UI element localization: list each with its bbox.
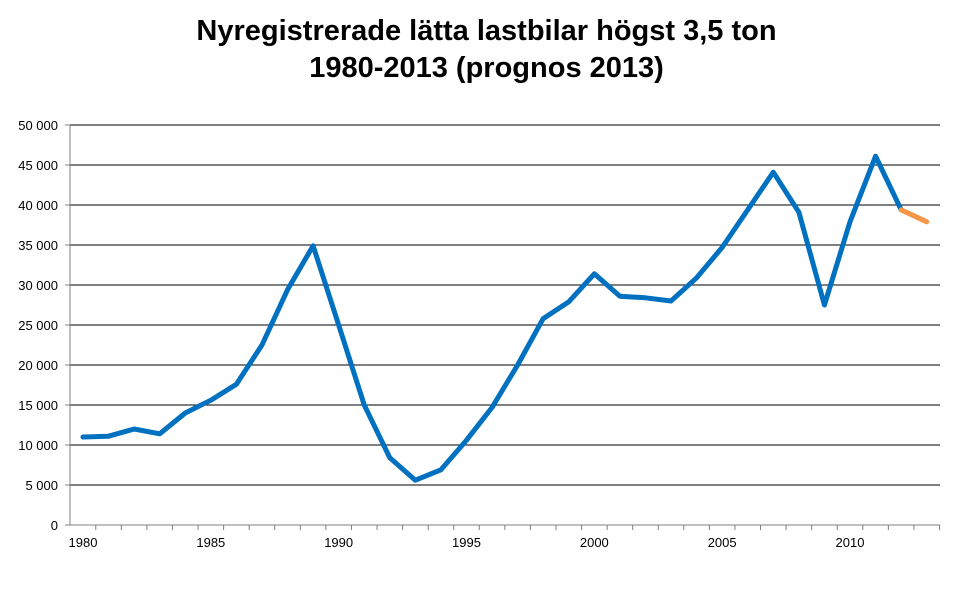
y-tick-label: 0 [51,518,58,533]
y-tick-label: 15 000 [18,398,58,413]
y-tick-label: 30 000 [18,278,58,293]
y-tick-label: 10 000 [18,438,58,453]
y-tick-label: 20 000 [18,358,58,373]
y-tick-label: 45 000 [18,158,58,173]
x-tick-label: 2010 [836,535,865,550]
y-tick-label: 25 000 [18,318,58,333]
y-tick-label: 40 000 [18,198,58,213]
y-tick-label: 50 000 [18,118,58,133]
chart-title: Nyregistrerade lätta lastbilar högst 3,5… [196,15,777,47]
y-tick-label: 5 000 [25,478,58,493]
x-tick-label: 1980 [69,535,98,550]
x-tick-label: 1985 [196,535,225,550]
chart-subtitle: 1980-2013 (prognos 2013) [309,52,664,84]
x-tick-label: 2000 [580,535,609,550]
x-tick-label: 2005 [708,535,737,550]
series-line-prognos [898,207,930,225]
x-tick-label: 1995 [452,535,481,550]
y-tick-label: 35 000 [18,238,58,253]
x-tick-label: 1990 [324,535,353,550]
